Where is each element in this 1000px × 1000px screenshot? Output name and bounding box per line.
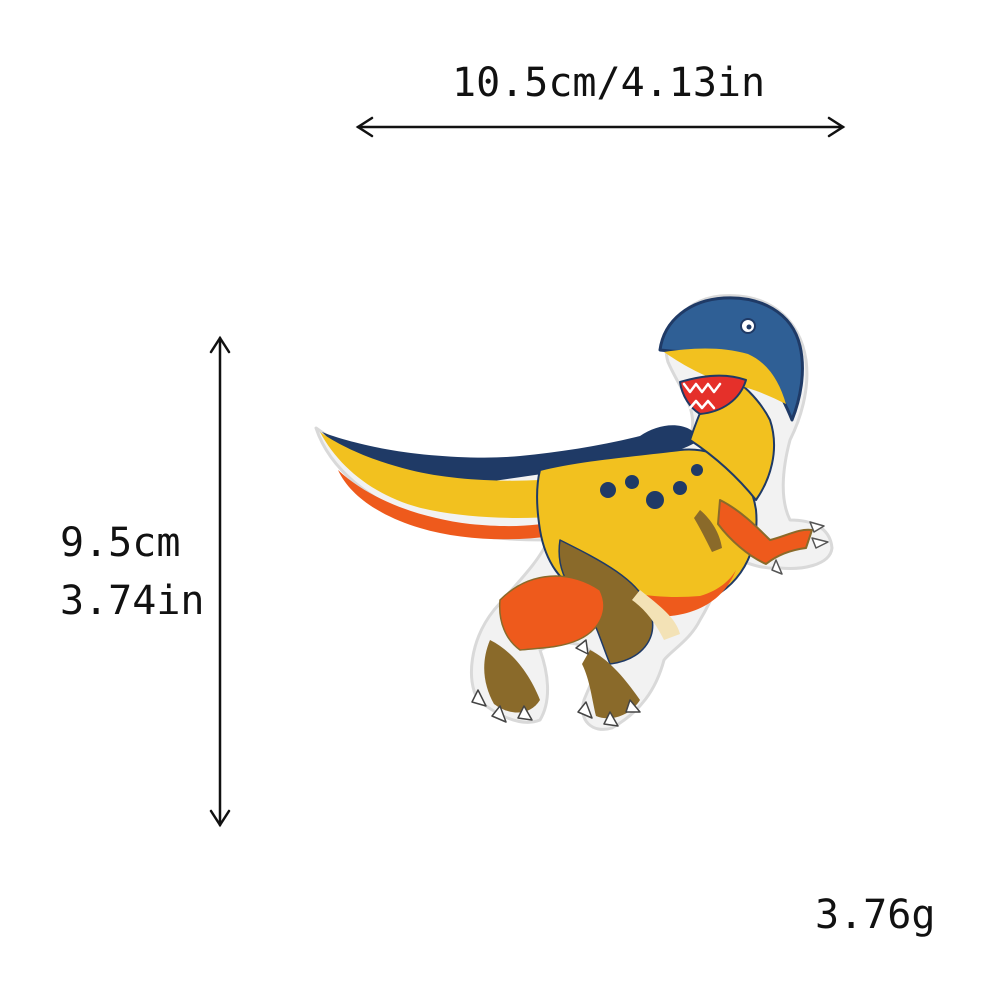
back-foot bbox=[582, 650, 640, 719]
height-in-label: 3.74in bbox=[60, 578, 205, 624]
hand-claws bbox=[771, 521, 829, 575]
front-foot bbox=[484, 640, 540, 713]
foot-claws bbox=[471, 639, 641, 727]
tail-underside bbox=[320, 432, 569, 518]
weight-label: 3.76g bbox=[815, 892, 936, 938]
width-arrow bbox=[355, 116, 846, 138]
width-dimension-label: 10.5cm/4.13in bbox=[452, 60, 766, 106]
back-leg-cream bbox=[632, 590, 680, 640]
height-cm-label: 9.5cm bbox=[60, 520, 181, 566]
front-leg bbox=[498, 575, 605, 651]
tail-orange-stripe bbox=[338, 470, 560, 540]
front-arm bbox=[717, 499, 813, 565]
tail-back bbox=[322, 425, 700, 486]
small-arm bbox=[694, 510, 722, 552]
teeth bbox=[682, 382, 722, 410]
dinosaur-patch bbox=[314, 294, 834, 731]
height-arrow bbox=[209, 335, 231, 828]
